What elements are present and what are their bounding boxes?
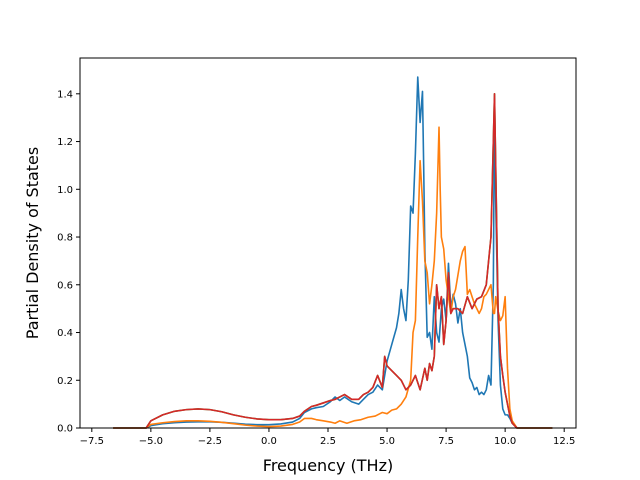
plot-area: [113, 76, 553, 429]
x-tick-label: 10.0: [494, 436, 516, 447]
y-axis-label: Partial Density of States: [23, 147, 42, 339]
y-tick-label: 0.6: [57, 280, 73, 291]
x-tick-label: 5.0: [379, 436, 395, 447]
x-tick-label: 7.5: [438, 436, 454, 447]
x-tick-label: 0.0: [261, 436, 277, 447]
x-axis-label: Frequency (THz): [263, 456, 393, 475]
x-tick-label: 12.5: [553, 436, 575, 447]
y-tick-label: 1.2: [57, 137, 73, 148]
series-line-2: [113, 126, 553, 429]
x-tick-label: −7.5: [80, 436, 104, 447]
y-tick-label: 0.4: [57, 328, 73, 339]
x-tick-label: −5.0: [139, 436, 163, 447]
series-line-1: [113, 76, 553, 429]
y-tick-label: 0.8: [57, 233, 73, 244]
series-line-4: [113, 93, 553, 429]
y-axis: 0.0 0.2 0.4 0.6 0.8 1.0 1.2 1.4: [57, 89, 80, 435]
y-tick-label: 1.4: [57, 89, 73, 100]
x-axis: −7.5 −5.0 −2.5 0.0 2.5 5.0 7.5 10.0 12.5: [80, 428, 575, 447]
x-tick-label: −2.5: [198, 436, 222, 447]
y-tick-label: 0.2: [57, 376, 73, 387]
x-tick-label: 2.5: [320, 436, 336, 447]
y-tick-label: 0.0: [57, 424, 73, 435]
y-tick-label: 1.0: [57, 185, 73, 196]
